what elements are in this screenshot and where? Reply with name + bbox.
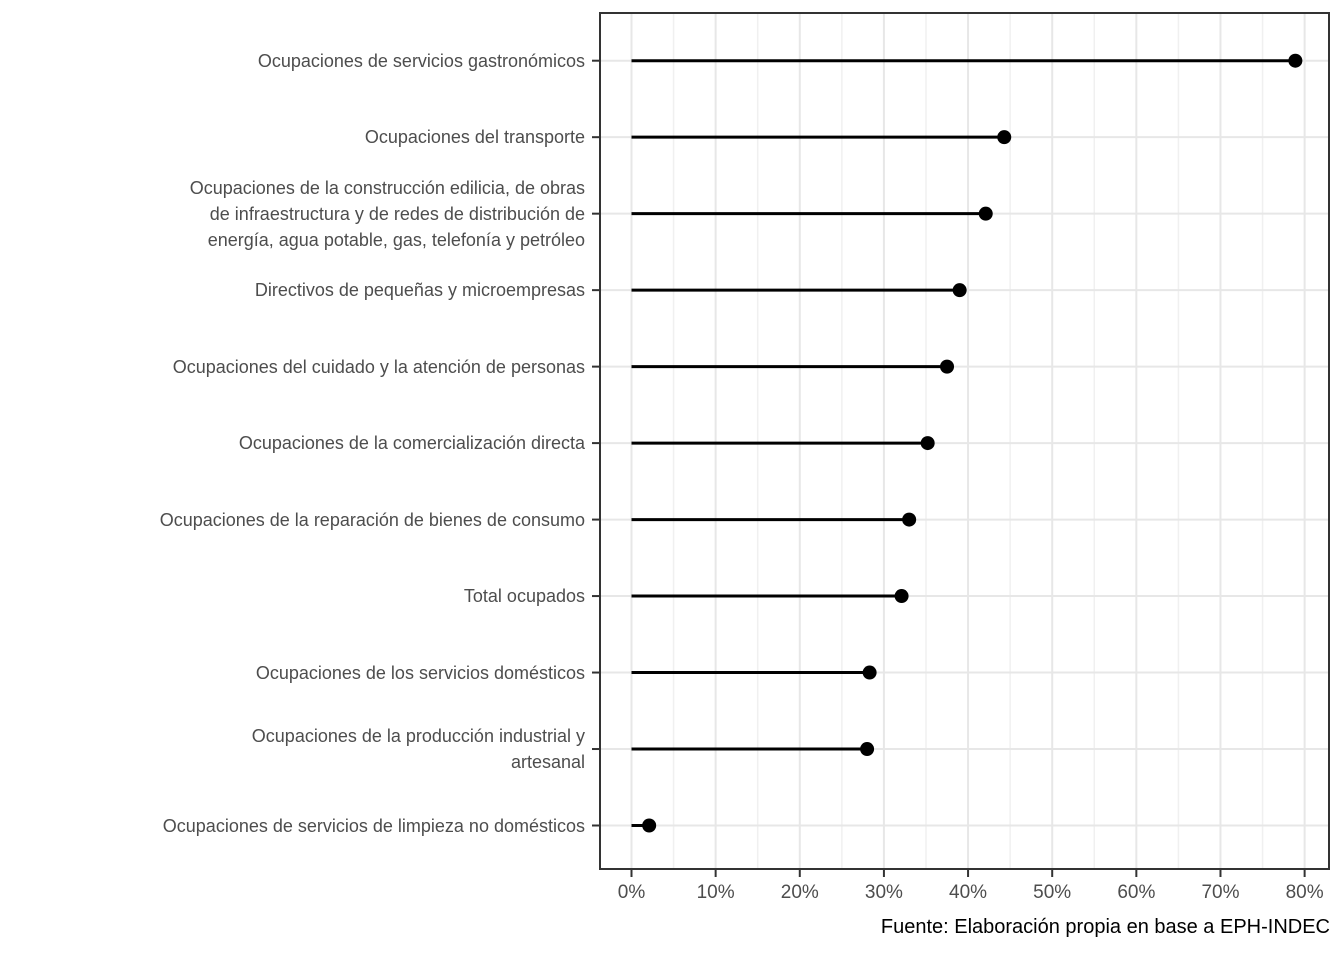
chart-caption: Fuente: Elaboración propia en base a EPH… bbox=[880, 916, 1330, 938]
y-axis-label: Ocupaciones de la producción industrial … bbox=[251, 726, 585, 773]
x-axis-tick-label: 50% bbox=[1033, 882, 1072, 903]
lollipop-dot bbox=[894, 589, 909, 604]
x-axis-tick-label: 40% bbox=[949, 882, 988, 903]
y-axis-label: Ocupaciones de los servicios domésticos bbox=[255, 662, 585, 683]
x-axis-tick-label: 10% bbox=[696, 882, 735, 903]
lollipop-dot bbox=[902, 512, 917, 527]
y-axis-label: Ocupaciones de servicios de limpieza no … bbox=[162, 815, 585, 836]
lollipop-dot bbox=[862, 665, 877, 680]
lollipop-dot bbox=[952, 283, 967, 298]
y-axis-label: Directivos de pequeñas y microempresas bbox=[254, 280, 585, 301]
lollipop-dot bbox=[860, 742, 875, 757]
x-axis-tick-label: 80% bbox=[1285, 882, 1324, 903]
y-axis-label: Ocupaciones de la reparación de bienes d… bbox=[159, 509, 585, 530]
x-axis-tick-label: 0% bbox=[617, 882, 646, 903]
panel-border bbox=[599, 12, 1330, 870]
x-axis-tick-label: 70% bbox=[1201, 882, 1240, 903]
y-axis-label: Ocupaciones del transporte bbox=[364, 127, 585, 148]
y-axis-label: Ocupaciones de la comercialización direc… bbox=[238, 433, 585, 454]
x-axis-tick-label: 20% bbox=[780, 882, 819, 903]
y-axis-label: Ocupaciones de servicios gastronómicos bbox=[257, 50, 585, 71]
lollipop-dot bbox=[997, 130, 1012, 145]
x-axis-tick-label: 30% bbox=[864, 882, 903, 903]
y-axis-label: Ocupaciones del cuidado y la atención de… bbox=[172, 356, 585, 377]
y-axis-label: Ocupaciones de la construcción edilicia,… bbox=[189, 177, 585, 250]
lollipop-dot bbox=[642, 818, 657, 833]
x-axis-tick-label: 60% bbox=[1117, 882, 1156, 903]
lollipop-dot bbox=[1288, 53, 1303, 68]
lollipop-dot bbox=[978, 206, 993, 221]
y-axis-label: Total ocupados bbox=[463, 586, 585, 607]
lollipop-dot bbox=[920, 436, 935, 451]
lollipop-dot bbox=[940, 359, 955, 374]
